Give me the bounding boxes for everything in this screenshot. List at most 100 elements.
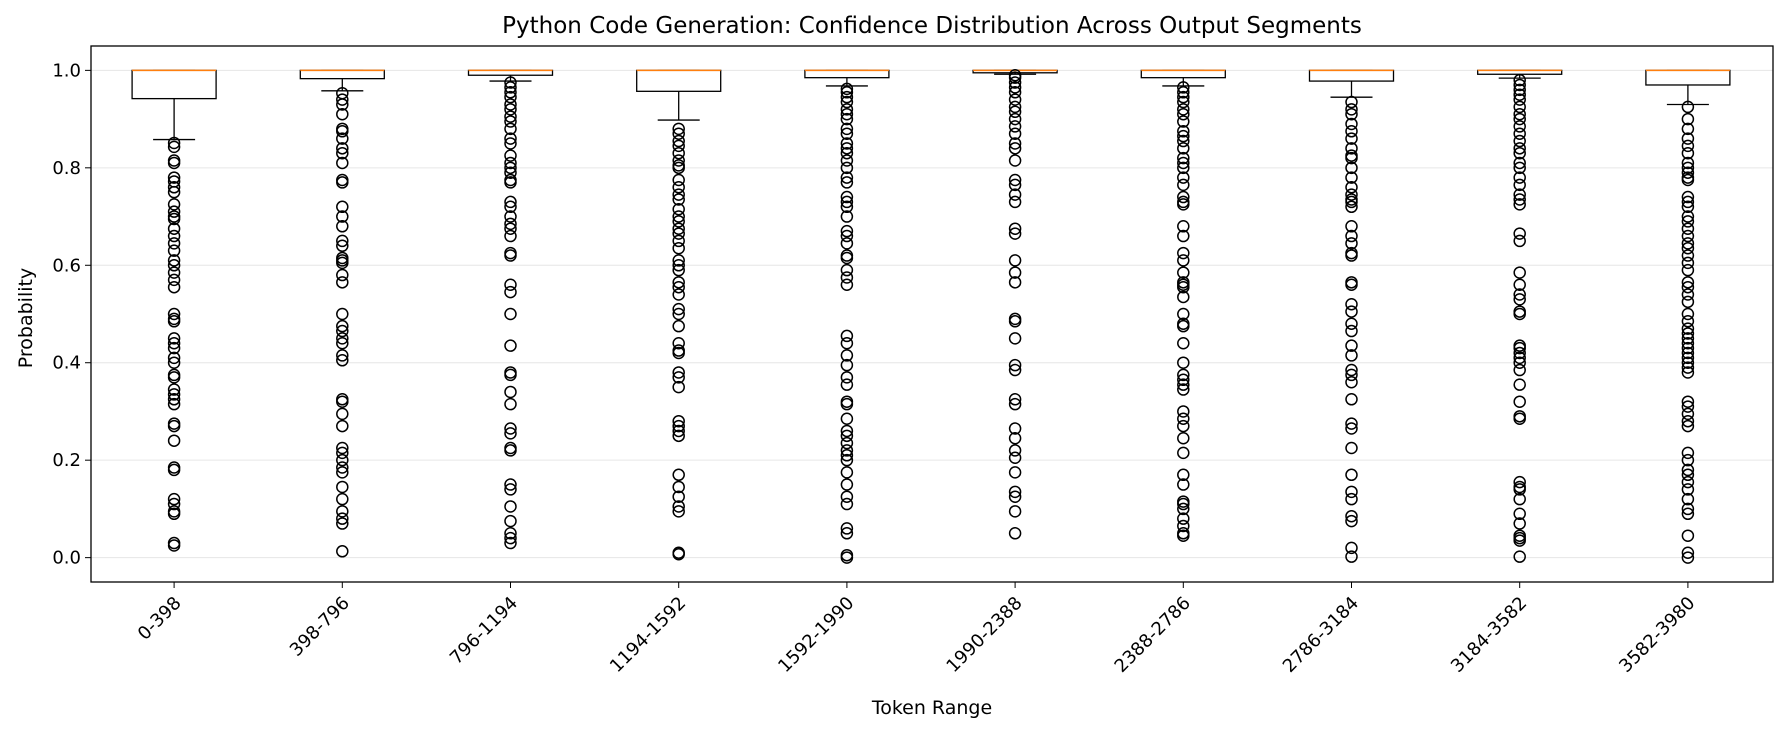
outlier-point [840,453,854,467]
outlier-point [840,95,854,109]
outlier-point [1177,290,1190,304]
outlier-point [1008,71,1022,84]
outlier-point [1345,229,1358,243]
y-axis-label: Probability [15,268,37,368]
outlier-point [1177,266,1190,279]
x-axis: 0-398 398-796 796-1194 1194-1592 1592-1990 19… [134,582,1699,677]
outlier-point [672,419,685,433]
outlier-point [1513,120,1526,133]
outlier-point [504,483,517,496]
outlier-point [336,480,349,494]
outlier-point [1008,100,1022,114]
box-group [131,69,217,552]
box-iqr [636,69,722,92]
outlier-point [1345,298,1358,311]
outlier-point [672,227,685,240]
outlier-point [336,354,349,367]
outlier-point [1681,453,1695,467]
outlier-point [840,329,854,343]
outlier-point [504,229,517,243]
outlier-point [504,527,517,540]
outlier-point [840,146,854,160]
outlier-point [1513,395,1526,408]
y-tick-label: 0.6 [52,255,81,276]
outlier-point [1345,195,1358,209]
outlier-point [504,76,517,89]
outlier-point [1681,229,1695,243]
outlier-point [1177,229,1190,243]
box-group [299,69,385,558]
outlier-point [167,461,181,474]
outlier-point [336,210,349,223]
outlier-point [672,280,685,294]
outlier-point [167,383,181,396]
outlier-point [672,288,685,301]
box-group [972,68,1058,540]
outlier-point [1345,171,1358,184]
outlier-point [1681,122,1695,136]
outlier-point [1008,178,1022,192]
outlier-point [1008,444,1022,457]
outlier-point [504,422,517,435]
outlier-point [336,276,349,289]
outlier-point [1681,295,1695,309]
outlier-point [1681,507,1695,521]
outlier-point [1345,441,1358,455]
outlier-point [672,424,685,438]
outlier-point [1681,551,1695,564]
outlier-point [1177,478,1190,491]
outlier-point [167,229,181,243]
outlier-point [1681,241,1695,255]
outlier-point [167,185,181,199]
outlier-point [1513,266,1526,279]
outlier-point [1681,215,1695,228]
outlier-point [840,237,854,250]
outlier-point [504,249,517,262]
outlier-point [1177,246,1190,260]
outlier-point [1513,171,1526,184]
outlier-point [167,140,181,154]
outlier-point [1681,280,1695,294]
outlier-point [1177,220,1190,233]
outlier-point [1681,315,1695,328]
outlier-point [167,536,181,550]
outlier-point [167,156,181,170]
outlier-point [1008,451,1022,464]
outlier-point [504,173,517,187]
y-tick-label: 0.8 [52,158,81,179]
outlier-point [840,412,854,426]
outlier-point [1177,373,1190,387]
outlier-point [1513,156,1526,170]
x-tick-label: 796-1194 [446,593,522,669]
outlier-point [672,302,685,316]
outlier-point [1177,468,1190,482]
outlier-point [1008,127,1022,140]
outlier-point [1177,107,1190,121]
outlier-point [504,115,517,128]
outlier-point [840,371,854,384]
outlier-point [672,547,685,561]
outlier-point [840,490,854,503]
outlier-point [1345,142,1358,155]
outlier-point [504,285,517,299]
outlier-point [672,154,685,167]
outlier-point [167,371,181,384]
outlier-point [672,505,685,518]
outlier-point [672,193,685,206]
outlier-point [504,514,517,528]
outlier-point [1345,468,1358,482]
outlier-point [1681,492,1695,506]
outlier-point [1008,81,1022,94]
outlier-point [336,466,349,479]
outlier-point [504,307,517,321]
outlier-point [167,307,181,321]
outlier-point [167,417,181,430]
outlier-point [1008,154,1022,167]
outlier-point [336,98,349,111]
outlier-point [672,346,685,360]
outlier-point [1345,492,1358,506]
outlier-point [1177,278,1190,292]
outlier-point [167,497,181,511]
outlier-point [167,205,181,218]
outlier-point [840,466,854,479]
